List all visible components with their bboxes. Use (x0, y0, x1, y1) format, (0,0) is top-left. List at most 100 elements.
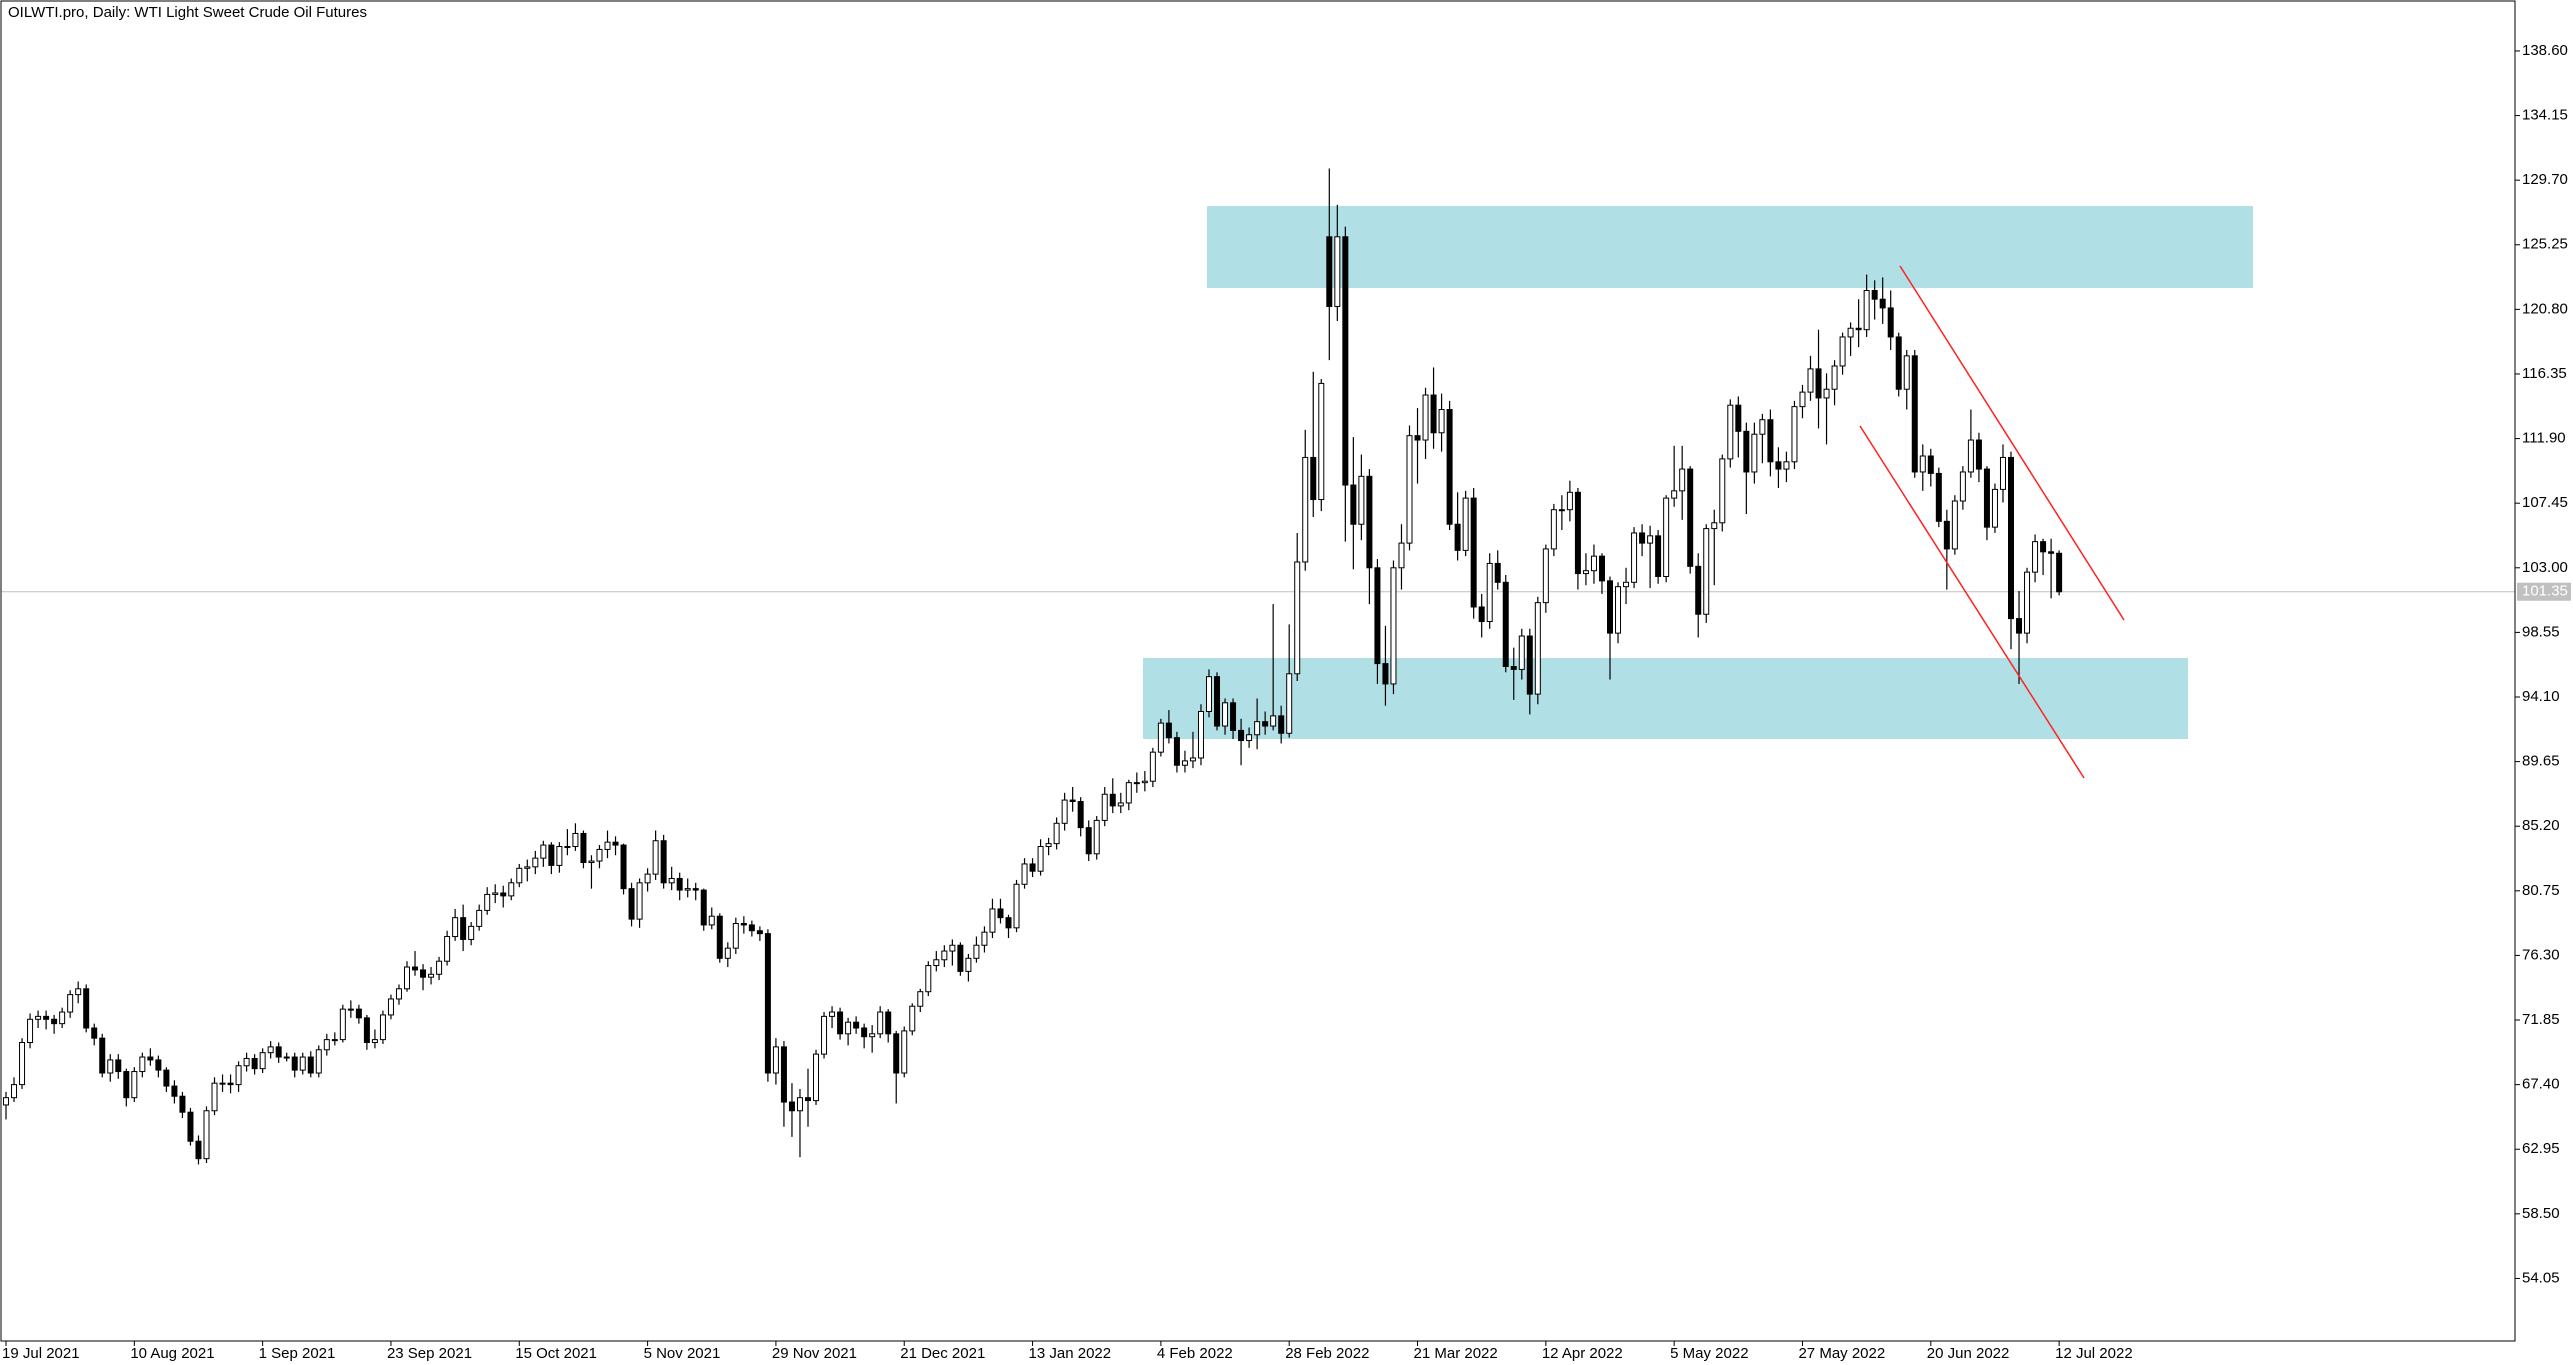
candle-body (1695, 565, 1702, 615)
candle-body (869, 1033, 876, 1038)
candle-body (660, 840, 667, 884)
y-tick-label: 107.45 (2522, 494, 2568, 511)
candle-body (1831, 365, 1838, 390)
candle-body (1446, 409, 1453, 525)
candle-body (1719, 458, 1726, 524)
candle-body (893, 1033, 900, 1074)
y-tick-label: 111.90 (2522, 430, 2566, 447)
candle-body (1141, 780, 1148, 784)
candle-body (155, 1059, 162, 1071)
candle-body (1077, 801, 1084, 829)
candle-body (1951, 500, 1958, 550)
y-tick-label: 58.50 (2522, 1205, 2560, 1222)
candle-body (139, 1056, 146, 1073)
x-tick-label: 28 Feb 2022 (1285, 1345, 1369, 1362)
candle-body (1093, 819, 1100, 855)
candle-body (1422, 394, 1429, 441)
candle-body (147, 1056, 154, 1061)
candle-body (917, 991, 924, 1007)
candle-body (813, 1053, 820, 1102)
candle-body (1406, 435, 1413, 544)
candle-body (861, 1027, 868, 1038)
candle-body (460, 917, 467, 940)
candle-body (1470, 497, 1477, 608)
candle-body (1823, 388, 1830, 399)
y-tick-label: 129.70 (2522, 171, 2568, 188)
candle-body (283, 1056, 290, 1059)
candle-body (2056, 552, 2063, 593)
candle-body (1486, 562, 1493, 623)
candle-body (3, 1097, 9, 1106)
candle-body (1727, 404, 1734, 460)
candle-body (1262, 721, 1269, 727)
candle-body (1582, 570, 1589, 575)
candle-body (805, 1097, 811, 1102)
y-tick-label: 94.10 (2522, 688, 2560, 705)
candle-body (1109, 793, 1116, 807)
candle-body (1502, 581, 1509, 668)
candle-body (997, 908, 1004, 919)
candle-body (837, 1011, 844, 1035)
candle-body (1254, 721, 1261, 736)
candle-body (1165, 722, 1172, 739)
candle-body (1943, 520, 1950, 550)
candle-body (1566, 491, 1573, 511)
candle-body (1799, 391, 1806, 408)
candle-body (532, 857, 539, 868)
candle-body (1639, 532, 1646, 544)
candle-body (1518, 635, 1525, 670)
x-tick-label: 21 Dec 2021 (900, 1345, 985, 1362)
candle-body (452, 917, 459, 938)
candle-body (299, 1056, 306, 1071)
candle-body (1967, 439, 1974, 473)
candle-body (724, 947, 731, 959)
candle-body (1783, 461, 1790, 470)
y-tick-label: 85.20 (2522, 817, 2560, 834)
candle-body (1157, 722, 1164, 753)
candle-body (1029, 863, 1036, 872)
candle-body (1895, 336, 1902, 390)
candle-body (2048, 551, 2055, 554)
candle-body (1085, 827, 1092, 855)
chart-title: OILWTI.pro, Daily: WTI Light Sweet Crude… (8, 4, 367, 21)
plot-area (1, 168, 2515, 1165)
candle-body (1222, 702, 1229, 727)
channel-lower-line (1859, 425, 2085, 779)
candle-body (323, 1039, 330, 1051)
candle-body (1350, 484, 1357, 525)
candle-body (1053, 822, 1060, 845)
candle-body (1013, 883, 1020, 929)
candle-body (692, 888, 699, 891)
x-tick-label: 5 May 2022 (1670, 1345, 1748, 1362)
candle-body (708, 915, 715, 926)
candle-body (1021, 863, 1028, 885)
candle-body (548, 844, 555, 866)
candle-body (1879, 298, 1886, 309)
candle-body (1911, 355, 1918, 473)
candle-body (628, 888, 635, 920)
candle-body (1310, 456, 1317, 501)
x-tick-label: 12 Apr 2022 (1542, 1345, 1623, 1362)
candle-body (1238, 729, 1245, 742)
y-tick-label: 134.15 (2522, 107, 2568, 124)
candle-body (476, 909, 483, 927)
candle-body (1983, 468, 1990, 528)
candle-body (163, 1069, 170, 1087)
candle-body (379, 1014, 386, 1041)
candle-body (267, 1046, 274, 1054)
candle-body (1751, 433, 1758, 473)
candle-body (115, 1059, 122, 1073)
candle-body (1671, 490, 1678, 499)
candle-body (1430, 394, 1437, 434)
candle-body (1374, 567, 1381, 665)
candle-body (1318, 382, 1325, 501)
candle-body (307, 1056, 314, 1074)
candle-body (1125, 782, 1132, 804)
candle-body (1117, 802, 1124, 807)
candle-body (227, 1082, 234, 1086)
candle-body (1855, 327, 1862, 331)
candle-body (428, 973, 435, 978)
x-tick-label: 10 Aug 2021 (130, 1345, 214, 1362)
candle-body (1526, 635, 1533, 695)
candle-body (131, 1071, 138, 1099)
